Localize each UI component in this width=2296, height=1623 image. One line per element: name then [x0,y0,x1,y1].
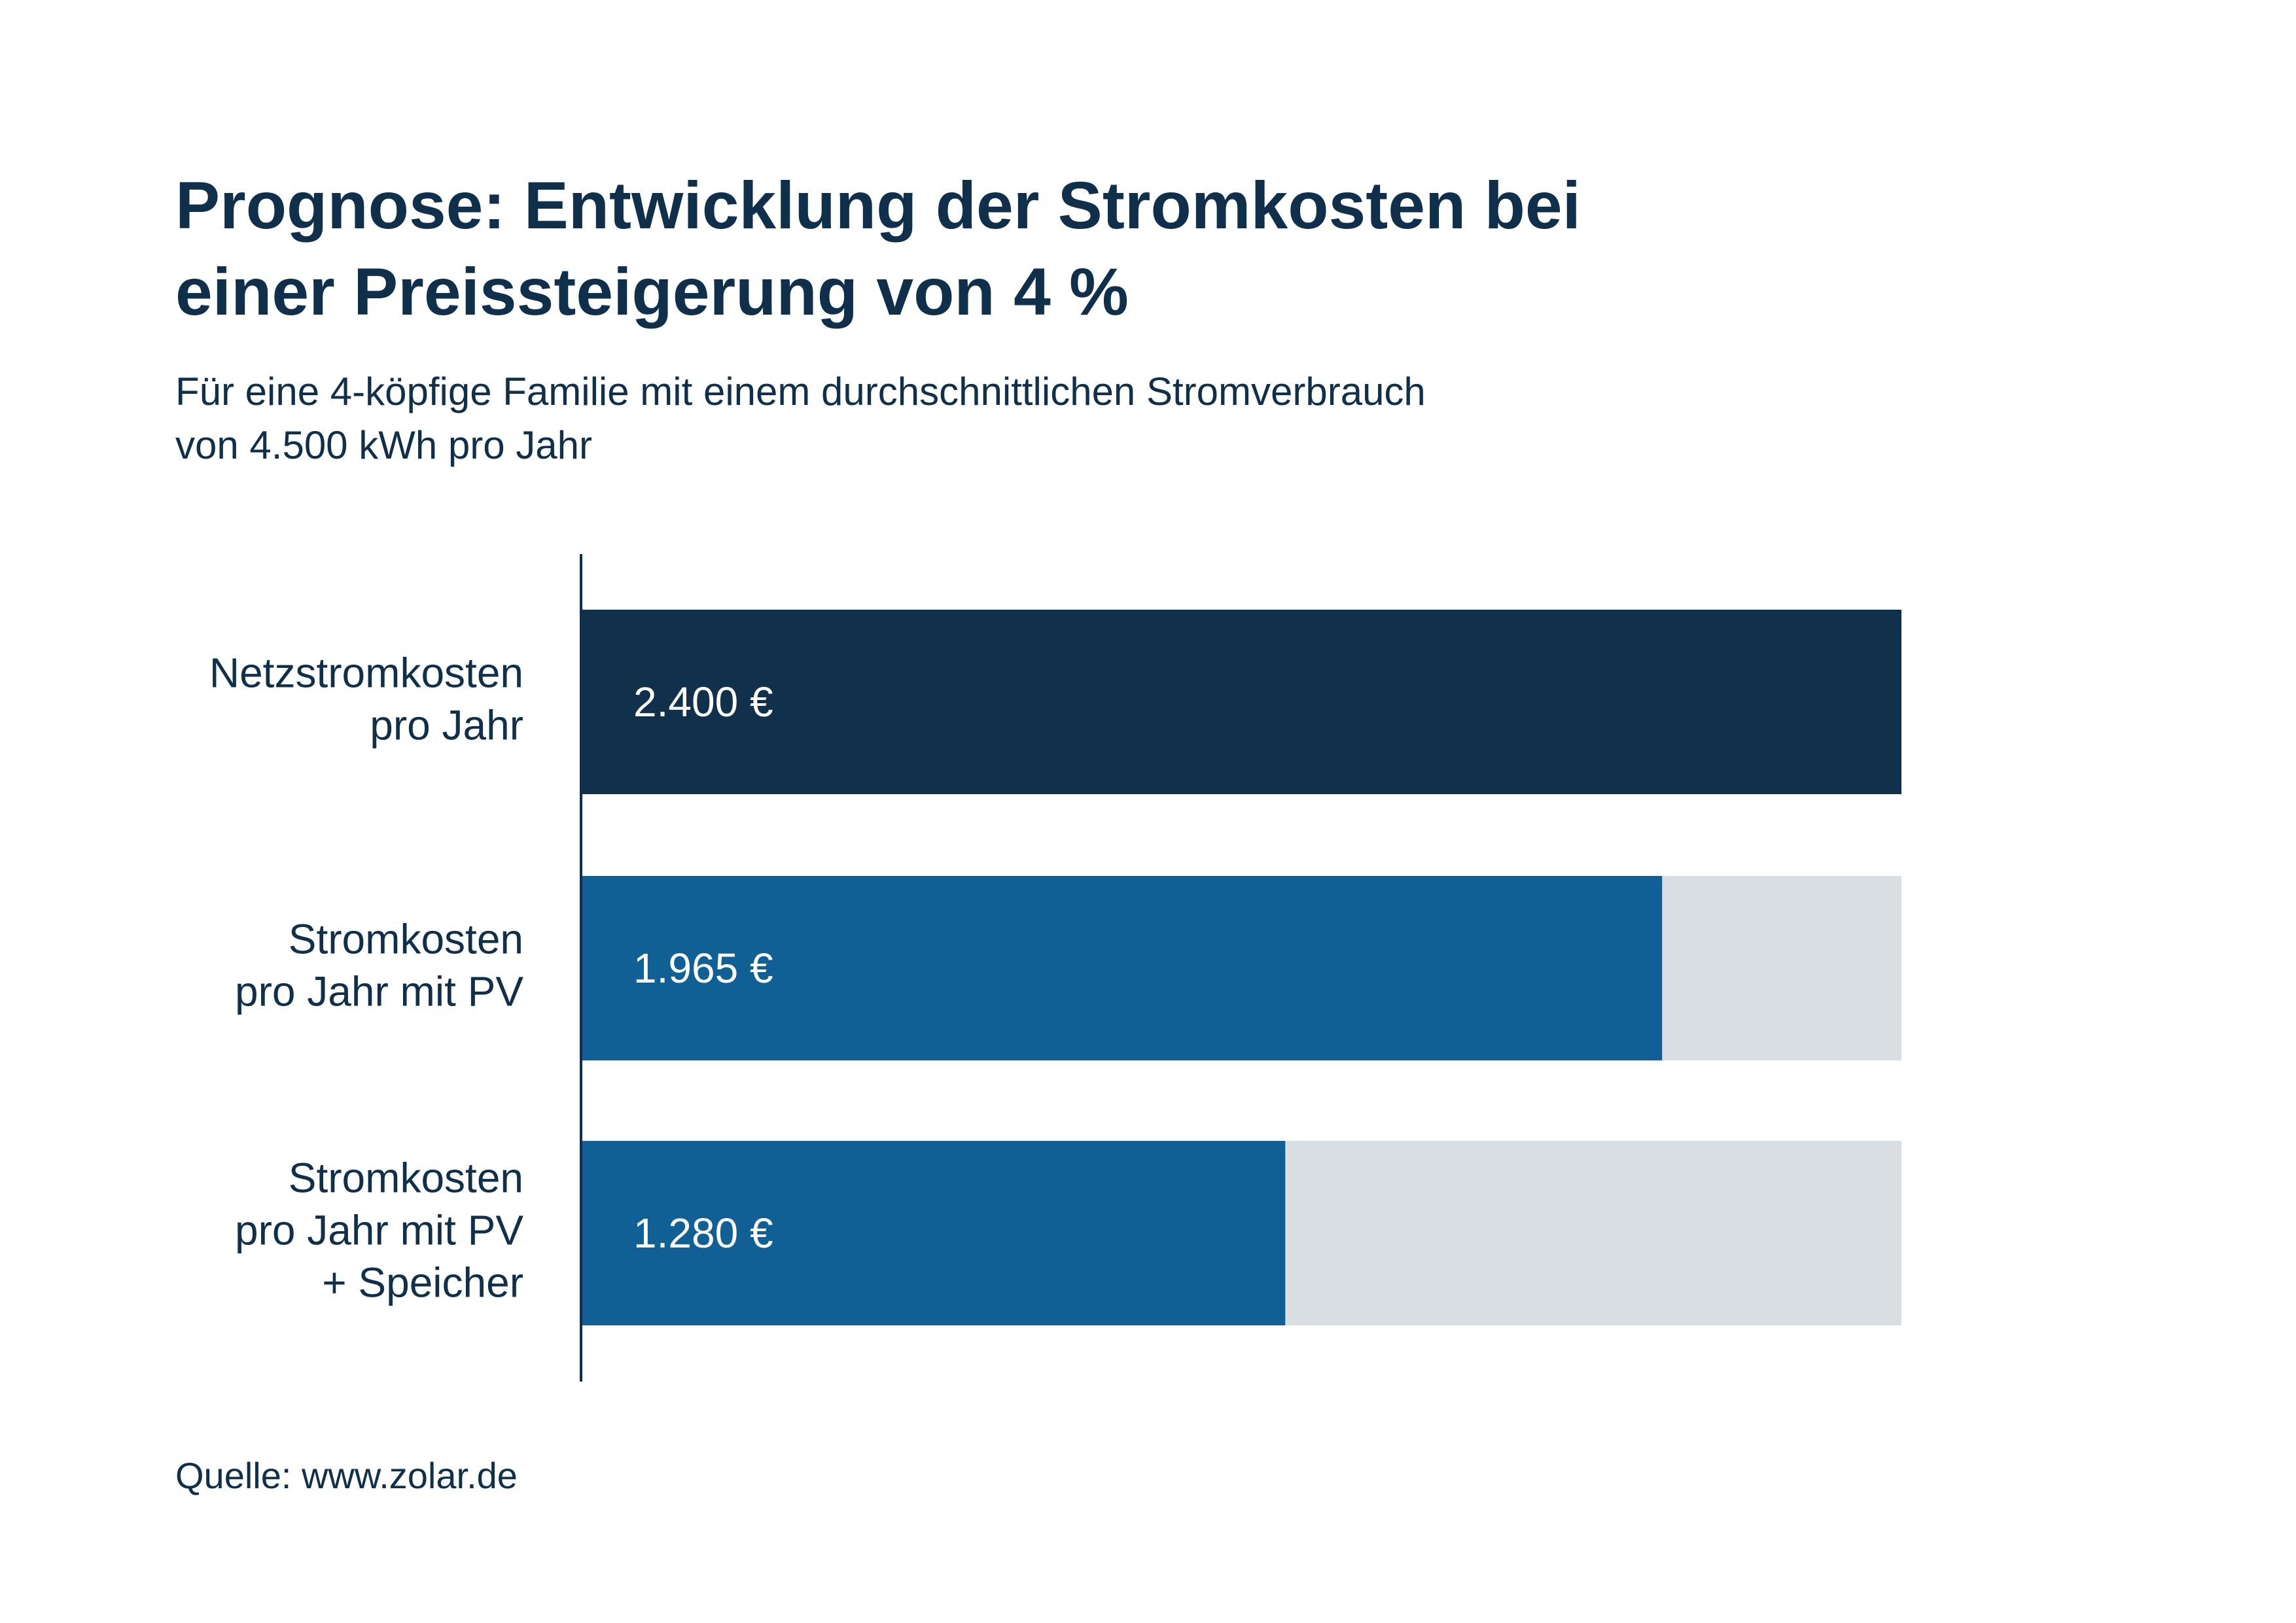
category-label-2-line-2: pro Jahr mit PV [235,968,523,1015]
category-label-1-line-2: pro Jahr [370,702,523,749]
bar-3 [581,1141,1286,1325]
category-label-3: Stromkosten pro Jahr mit PV + Speicher [235,1155,523,1306]
category-label-2: Stromkosten pro Jahr mit PV [235,916,523,1015]
category-label-1-line-1: Netzstromkosten [209,650,523,697]
value-label-2: 1.965 € [633,945,773,992]
chart-title-line-1: Prognose: Entwicklung der Stromkosten be… [175,168,1581,243]
value-label-1: 2.400 € [633,678,773,725]
category-label-1: Netzstromkosten pro Jahr [209,650,523,749]
category-label-3-line-2: pro Jahr mit PV [235,1207,523,1254]
category-label-3-line-3: + Speicher [322,1259,523,1306]
source-note: Quelle: www.zolar.de [175,1455,518,1496]
chart-title-line-2: einer Preissteigerung von 4 % [175,254,1129,329]
bar-2 [581,876,1663,1060]
chart-subtitle: Für eine 4-köpfige Familie mit einem dur… [175,365,2073,472]
chart-subtitle-line-1: Für eine 4-köpfige Familie mit einem dur… [175,370,1426,413]
category-label-2-line-1: Stromkosten [289,916,523,963]
category-label-3-line-1: Stromkosten [289,1155,523,1202]
bar-1 [581,610,1901,794]
value-label-3: 1.280 € [633,1210,773,1257]
chart-subtitle-line-2: von 4.500 kWh pro Jahr [175,423,593,467]
chart-title: Prognose: Entwicklung der Stromkosten be… [175,162,1942,335]
